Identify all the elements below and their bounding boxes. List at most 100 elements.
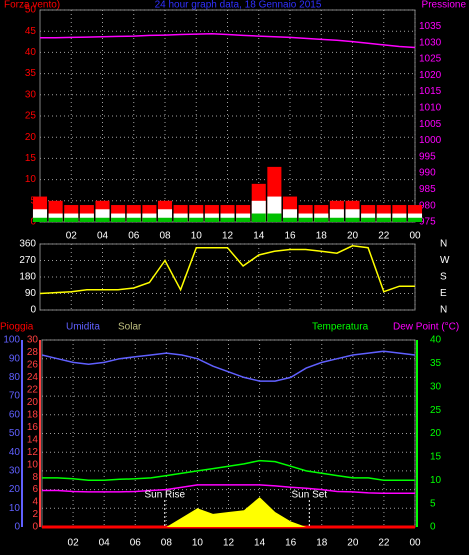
y2-tick-label: 40 xyxy=(430,335,442,346)
y-tick-label: 50 xyxy=(9,428,21,439)
x-tick-label: 16 xyxy=(284,231,296,242)
y-tick-label: 80 xyxy=(9,372,21,383)
y-tick-label: 0 xyxy=(14,522,20,533)
y2-tick-label: 10 xyxy=(430,475,442,486)
legend-label: Temperatura xyxy=(312,322,369,333)
y2-tick-label: 0 xyxy=(430,522,436,533)
bar xyxy=(376,217,391,222)
y-tick-label: 30 xyxy=(25,89,37,100)
y2-tick-label: 1020 xyxy=(419,70,442,81)
bar xyxy=(32,217,48,222)
y-tick-label: 70 xyxy=(9,391,21,402)
y3-tick-label: 22 xyxy=(27,385,39,396)
x-tick-label: 12 xyxy=(222,231,234,242)
direction-label: N xyxy=(440,239,447,250)
y3-tick-label: 24 xyxy=(27,372,39,383)
x-tick-label: 16 xyxy=(285,538,297,549)
y3-tick-label: 8 xyxy=(32,472,38,483)
y3-tick-label: 2 xyxy=(32,509,38,520)
line xyxy=(39,245,415,295)
y-tick-label: 45 xyxy=(25,26,37,37)
bar xyxy=(236,217,251,222)
y2-tick-label: 20 xyxy=(430,428,442,439)
y3-tick-label: 20 xyxy=(27,397,39,408)
y3-tick-label: 12 xyxy=(27,447,39,458)
y2-tick-label: 5 xyxy=(430,498,436,509)
x-tick-label: 22 xyxy=(378,231,390,242)
bar xyxy=(126,217,141,222)
annotation: Sun Set xyxy=(292,490,328,501)
bar xyxy=(64,217,79,222)
y-tick-label: 15 xyxy=(25,153,37,164)
y2-tick-label: 1015 xyxy=(419,86,442,97)
legend-label: Pioggia xyxy=(0,322,34,333)
y2-tick-label: 35 xyxy=(430,358,442,369)
x-tick-label: 20 xyxy=(347,538,359,549)
bar xyxy=(157,217,173,222)
y-tick-label: 25 xyxy=(25,111,37,122)
y3-tick-label: 4 xyxy=(32,497,38,508)
x-tick-label: 08 xyxy=(159,231,171,242)
bar xyxy=(142,217,157,222)
y-tick-label: 50 xyxy=(25,5,37,16)
y3-tick-label: 14 xyxy=(27,434,39,445)
y2-axis-title: Pressione xyxy=(422,0,467,11)
y3-tick-label: 10 xyxy=(27,459,39,470)
x-tick-label: 02 xyxy=(68,538,80,549)
bar xyxy=(251,213,266,222)
y2-tick-label: 985 xyxy=(419,184,436,195)
y3-tick-label: 6 xyxy=(32,484,38,495)
legend-label: Solar xyxy=(118,322,142,333)
direction-label: E xyxy=(440,288,447,299)
bar xyxy=(79,217,94,222)
y2-tick-label: 1030 xyxy=(419,37,442,48)
bar xyxy=(267,213,282,222)
bar xyxy=(314,217,329,222)
y2-tick-label: 25 xyxy=(430,405,442,416)
y2-tick-label: 995 xyxy=(419,151,436,162)
y-tick-label: 60 xyxy=(9,409,21,420)
x-tick-label: 20 xyxy=(347,231,359,242)
bar xyxy=(204,217,219,222)
bar xyxy=(48,217,63,222)
y2-tick-label: 1000 xyxy=(419,135,442,146)
y3-tick-label: 0 xyxy=(32,522,38,533)
x-tick-label: 04 xyxy=(99,538,111,549)
x-tick-label: 18 xyxy=(316,538,328,549)
y2-tick-label: 990 xyxy=(419,168,436,179)
bar xyxy=(282,217,298,222)
line xyxy=(41,350,416,382)
y-tick-label: 35 xyxy=(25,68,37,79)
y-tick-label: 0 xyxy=(30,305,36,316)
x-tick-label: 04 xyxy=(97,231,109,242)
y-tick-label: 10 xyxy=(25,174,37,185)
x-tick-label: 10 xyxy=(192,538,204,549)
y3-tick-label: 16 xyxy=(27,422,39,433)
y2-tick-label: 1010 xyxy=(419,102,442,113)
x-tick-label: 02 xyxy=(66,231,78,242)
x-tick-label: 14 xyxy=(253,231,265,242)
legend-label: Dew Point (°C) xyxy=(393,322,459,333)
bar xyxy=(173,217,188,222)
bar xyxy=(345,217,360,222)
y2-tick-label: 15 xyxy=(430,452,442,463)
y-tick-label: 20 xyxy=(9,484,21,495)
y-tick-label: 90 xyxy=(9,353,21,364)
y2-tick-label: 975 xyxy=(419,217,436,228)
line xyxy=(40,33,416,49)
y2-tick-label: 980 xyxy=(419,200,436,211)
y-tick-label: 0 xyxy=(30,217,36,228)
direction-label: N xyxy=(440,305,447,316)
x-tick-label: 06 xyxy=(130,538,142,549)
y2-tick-label: 30 xyxy=(430,381,442,392)
bar xyxy=(95,217,110,222)
bar xyxy=(407,217,423,222)
bar xyxy=(220,217,235,222)
direction-label: S xyxy=(440,272,447,283)
y-tick-label: 90 xyxy=(25,288,37,299)
bar xyxy=(361,217,376,222)
y-tick-label: 10 xyxy=(9,503,21,514)
y-tick-label: 100 xyxy=(3,335,20,346)
